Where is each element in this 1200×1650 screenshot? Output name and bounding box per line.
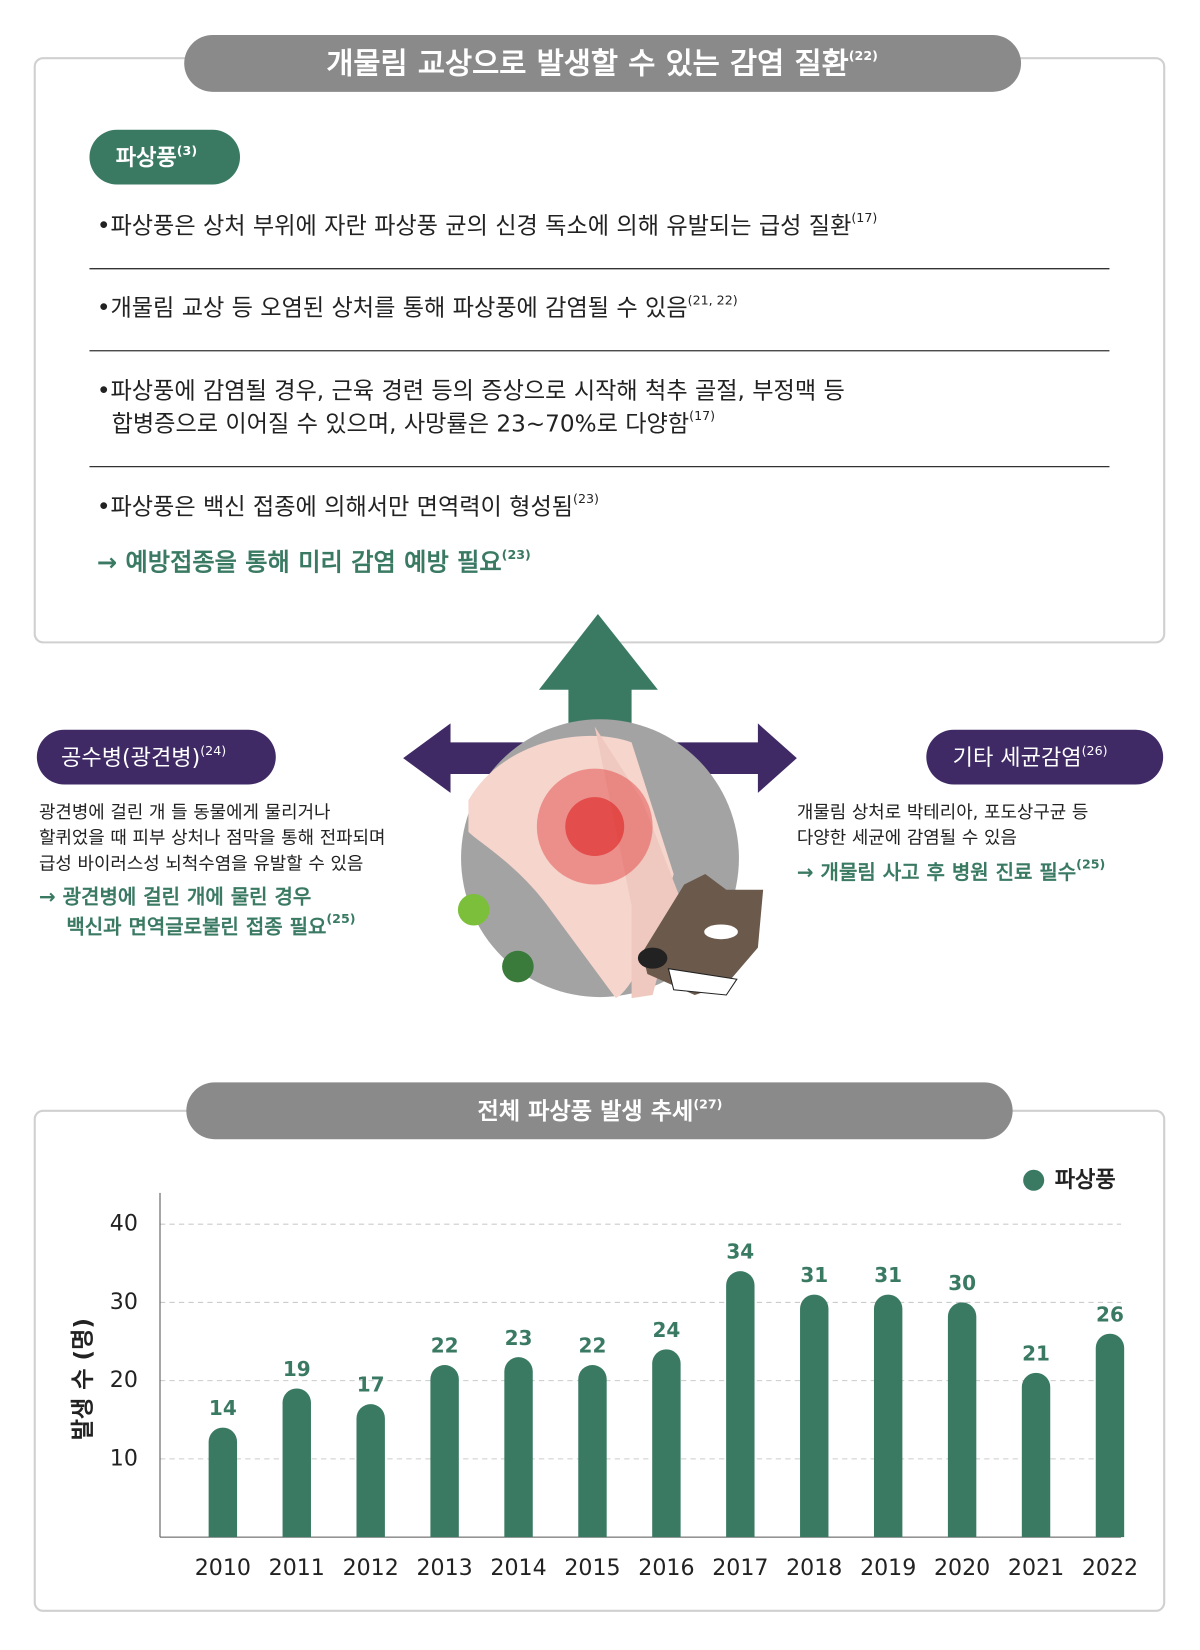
conclusion: 백신과 면역글로불린 접종 필요(25): [66, 911, 355, 938]
data-label: 14: [209, 1396, 237, 1420]
legend-label: 파상풍: [1055, 1167, 1116, 1193]
bullet-text: •파상풍은 상처 부위에 자란 파상풍 균의 신경 독소에 의해 유발되는 급성…: [97, 210, 877, 239]
conclusion: → 예방접종을 통해 미리 감염 예방 필요(23): [97, 547, 531, 577]
data-label: 24: [652, 1318, 680, 1342]
x-tick-label: 2015: [564, 1555, 620, 1581]
data-label: 19: [283, 1357, 311, 1381]
bar: [652, 1349, 681, 1538]
bar: [578, 1365, 607, 1538]
data-label: 26: [1096, 1302, 1124, 1326]
rabies-pill: [36, 729, 276, 785]
description: 할퀴었을 때 피부 상처나 점막을 통해 전파되며: [39, 828, 386, 849]
x-tick-label: 2018: [786, 1555, 842, 1581]
y-tick-label: 20: [110, 1367, 138, 1393]
x-tick-label: 2017: [712, 1555, 768, 1581]
legend-marker: [1023, 1169, 1045, 1191]
description: 다양한 세균에 감염될 수 있음: [797, 828, 1017, 849]
bar: [430, 1365, 459, 1538]
data-label: 22: [431, 1334, 459, 1358]
reference: (25): [1076, 856, 1105, 871]
x-tick-label: 2020: [934, 1555, 990, 1581]
bullet-text: •파상풍은 백신 접종에 의해서만 면역력이 형성됨(23): [97, 491, 599, 520]
bar: [726, 1271, 755, 1538]
description: 급성 바이러스성 뇌척수염을 유발할 수 있음: [39, 853, 363, 874]
other-label: 기타 세균감염(26): [953, 742, 1108, 770]
bullet-text: 합병증으로 이어질 수 있으며, 사망률은 23~70%로 다양함(17): [112, 408, 715, 437]
bar: [1021, 1372, 1051, 1538]
header-title: 개물림 교상으로 발생할 수 있는 감염 질환(22): [326, 46, 878, 80]
x-tick-label: 2019: [860, 1555, 916, 1581]
x-tick-label: 2021: [1008, 1555, 1064, 1581]
x-tick-label: 2016: [638, 1555, 694, 1581]
text: 합병증으로 이어질 수 있으며, 사망률은 23~70%로 다양함: [112, 411, 690, 437]
x-tick-label: 2012: [343, 1555, 399, 1581]
text: → 개물림 사고 후 병원 진료 필수: [797, 859, 1076, 883]
x-tick-label: 2011: [269, 1555, 325, 1581]
x-tick-label: 2010: [195, 1555, 251, 1581]
bar: [1095, 1333, 1125, 1538]
data-label: 31: [800, 1263, 828, 1287]
bar: [873, 1294, 903, 1538]
reference: (25): [326, 911, 355, 926]
y-axis-label: 발생 수 (명): [71, 1318, 97, 1440]
rabies-label: 공수병(광견병)(24): [61, 742, 226, 770]
bar: [282, 1388, 311, 1538]
bar: [208, 1427, 238, 1538]
data-label: 30: [948, 1271, 976, 1295]
bar: [356, 1404, 385, 1538]
text: •개물림 교상 등 오염된 상처를 통해 파상풍에 감염될 수 있음: [97, 295, 688, 321]
bullet-text: •파상풍에 감염될 경우, 근육 경련 등의 증상으로 시작해 척추 골절, 부…: [97, 378, 845, 404]
reference: (23): [502, 547, 531, 562]
description: 개물림 상처로 박테리아, 포도상구균 등: [797, 802, 1089, 823]
x-tick-label: 2022: [1082, 1555, 1138, 1581]
data-label: 21: [1022, 1341, 1050, 1365]
chart-title-pill: [186, 1082, 1013, 1140]
bar: [800, 1294, 829, 1538]
y-tick-label: 10: [110, 1445, 138, 1471]
x-tick-label: 2013: [417, 1555, 473, 1581]
text: → 예방접종을 통해 미리 감염 예방 필요: [97, 548, 502, 576]
tetanus-pill: [89, 129, 240, 185]
bar: [947, 1302, 977, 1538]
other-pill: [926, 729, 1164, 785]
reference: (17): [851, 210, 877, 225]
data-label: 34: [726, 1240, 754, 1264]
data-label: 22: [579, 1334, 607, 1358]
tetanus-label: 파상풍(3): [116, 142, 197, 170]
y-tick-label: 30: [110, 1289, 138, 1315]
bullet-text: •개물림 교상 등 오염된 상처를 통해 파상풍에 감염될 수 있음(21, 2…: [97, 292, 738, 321]
data-label: 17: [357, 1373, 385, 1397]
reference: (21, 22): [688, 292, 738, 307]
conclusion: → 광견병에 걸린 개에 물린 경우: [39, 885, 311, 909]
header-pill: [184, 35, 1022, 92]
chart-title: 전체 파상풍 발생 추세(27): [478, 1096, 723, 1124]
bar: [504, 1357, 533, 1538]
description: 광견병에 걸린 개 들 동물에게 물리거나: [39, 802, 331, 823]
illustration: [403, 613, 797, 999]
conclusion: → 개물림 사고 후 병원 진료 필수(25): [797, 856, 1105, 883]
reference: (23): [573, 491, 599, 506]
data-label: 23: [505, 1326, 533, 1350]
x-tick-label: 2014: [490, 1555, 546, 1581]
text: •파상풍은 백신 접종에 의해서만 면역력이 형성됨: [97, 494, 573, 520]
reference: (17): [689, 408, 715, 423]
y-tick-label: 40: [110, 1211, 138, 1237]
text: •파상풍은 상처 부위에 자란 파상풍 균의 신경 독소에 의해 유발되는 급성…: [97, 213, 852, 239]
data-label: 31: [874, 1263, 902, 1287]
text: 백신과 면역글로불린 접종 필요: [66, 914, 326, 938]
